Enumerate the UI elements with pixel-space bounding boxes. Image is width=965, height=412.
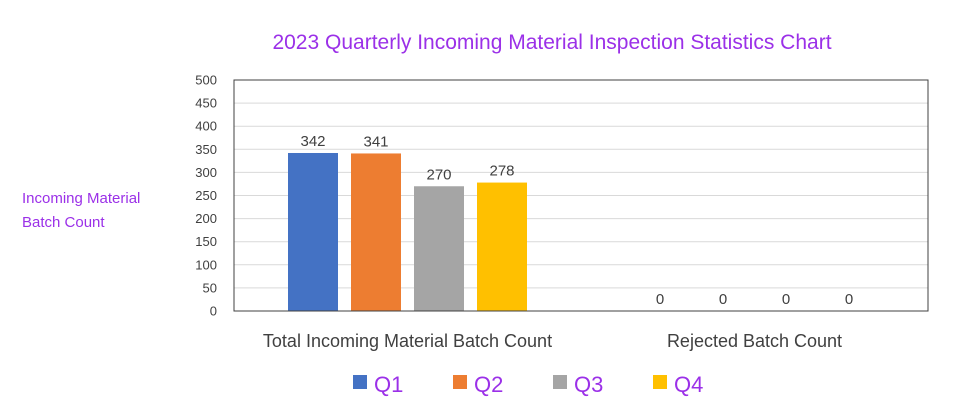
x-category-label: Rejected Batch Count (667, 331, 842, 351)
x-axis-categories: Total Incoming Material Batch Count Rejec… (263, 331, 842, 351)
data-label: 0 (845, 291, 853, 308)
legend-label-q1: Q1 (374, 372, 403, 397)
legend: Q1 Q2 Q3 Q4 (353, 372, 703, 397)
y-tick-label: 100 (195, 257, 217, 272)
x-category-label: Total Incoming Material Batch Count (263, 331, 552, 351)
chart-title: 2023 Quarterly Incoming Material Inspect… (272, 31, 831, 54)
y-axis-ticks: 0 50 100 150 200 250 300 350 400 450 500 (195, 73, 217, 319)
y-axis-label-line-2: Batch Count (22, 214, 105, 231)
legend-label-q4: Q4 (674, 372, 703, 397)
data-label: 0 (656, 291, 664, 308)
bar-q4-cat1 (477, 182, 527, 311)
bar-q3-cat1 (414, 186, 464, 311)
y-tick-label: 150 (195, 234, 217, 249)
data-label: 342 (300, 133, 325, 150)
y-tick-label: 0 (210, 304, 217, 319)
y-axis-label-line-1: Incoming Material (22, 190, 140, 207)
y-tick-label: 500 (195, 73, 217, 88)
legend-swatch-q3 (553, 375, 567, 389)
legend-label-q2: Q2 (474, 372, 503, 397)
plot-area-frame (233, 79, 929, 312)
bar-q2-cat1 (351, 153, 401, 311)
bars (288, 152, 527, 311)
data-label: 0 (719, 291, 727, 308)
y-tick-label: 450 (195, 96, 217, 111)
legend-swatch-q2 (453, 375, 467, 389)
legend-swatch-q4 (653, 375, 667, 389)
y-tick-label: 250 (195, 188, 217, 203)
data-labels: 342 341 270 278 0 0 0 0 (300, 133, 853, 308)
gridlines (234, 102, 928, 289)
data-label: 341 (363, 133, 388, 150)
y-tick-label: 200 (195, 211, 217, 226)
data-label: 0 (782, 291, 790, 308)
data-label: 270 (426, 166, 451, 183)
y-tick-label: 50 (203, 280, 217, 295)
legend-label-q3: Q3 (574, 372, 603, 397)
y-tick-label: 350 (195, 142, 217, 157)
y-tick-label: 300 (195, 165, 217, 180)
bar-q1-cat1 (288, 152, 338, 311)
data-label: 278 (489, 163, 514, 180)
legend-swatch-q1 (353, 375, 367, 389)
y-tick-label: 400 (195, 119, 217, 134)
